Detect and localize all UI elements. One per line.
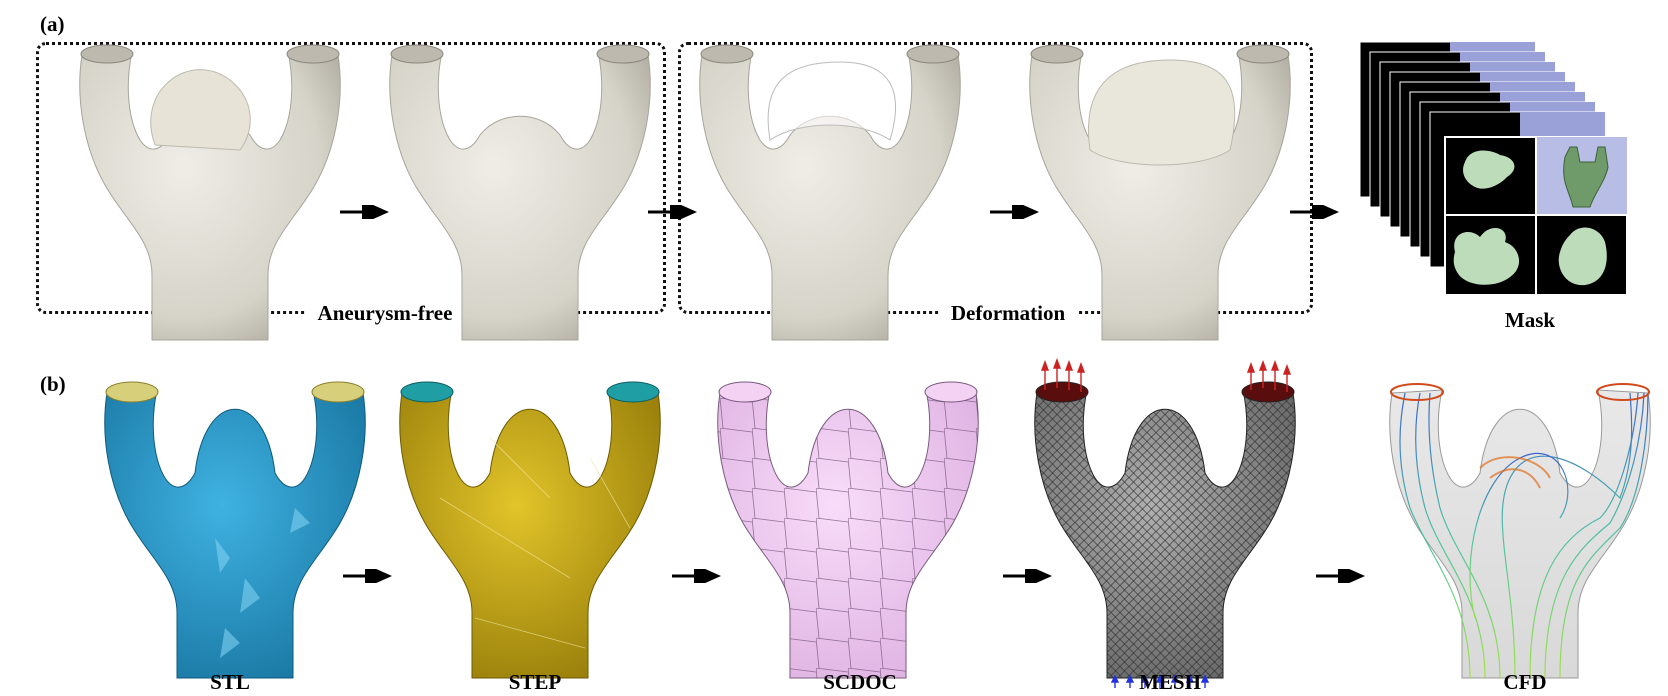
scdoc-label: SCDOC	[823, 670, 897, 694]
aneurysm-free-vessel-model	[389, 44, 651, 341]
mask-stack	[1359, 41, 1630, 297]
step-label: STEP	[508, 670, 562, 694]
stl-label: STL	[210, 670, 250, 694]
deformed-vessel-model	[1029, 44, 1291, 341]
panel-b-label: (b)	[40, 372, 66, 396]
scdoc-vessel-model	[717, 381, 979, 679]
mesh-vessel-model	[1034, 358, 1296, 688]
aneurysm-vessel-model	[79, 44, 341, 341]
deformation-label: Deformation	[938, 301, 1078, 326]
arrow-right-icon	[1003, 564, 1058, 588]
arrow-right-icon	[1290, 200, 1345, 224]
cfd-vessel-model	[1389, 383, 1651, 679]
arrow-right-icon	[340, 200, 395, 224]
aneurysm-free-label: Aneurysm-free	[305, 301, 465, 326]
panel-a-label: (a)	[40, 12, 65, 36]
arrow-right-icon	[672, 564, 727, 588]
mask-label: Mask	[1504, 308, 1556, 332]
deformation-start-vessel-model	[699, 44, 961, 341]
arrow-right-icon	[1316, 564, 1371, 588]
arrow-right-icon	[343, 564, 398, 588]
arrow-right-icon	[648, 200, 703, 224]
mesh-label: MESH	[1139, 670, 1201, 694]
cfd-label: CFD	[1503, 670, 1547, 694]
arrow-right-icon	[990, 200, 1045, 224]
step-vessel-model	[399, 381, 661, 679]
stl-vessel-model	[104, 381, 366, 679]
